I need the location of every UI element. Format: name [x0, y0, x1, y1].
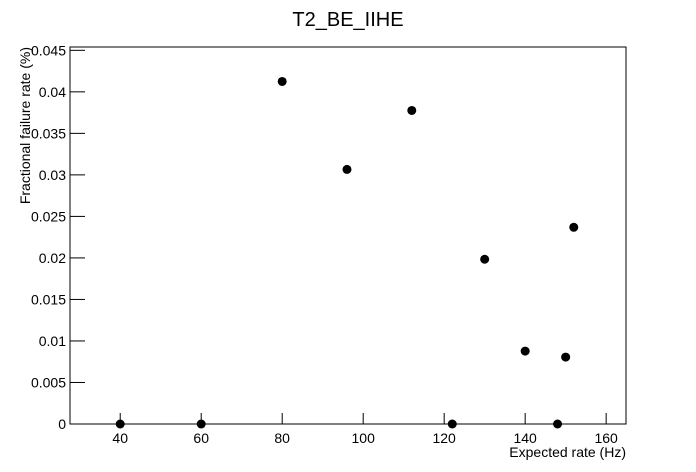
point [447, 419, 457, 429]
x-tick-label: 60 [193, 430, 209, 446]
point [480, 254, 490, 264]
y-axis-label: Fractional failure rate (%) [17, 47, 33, 204]
point [115, 419, 125, 429]
point [196, 419, 206, 429]
point [561, 352, 571, 362]
chart-title: T2_BE_IIHE [292, 9, 403, 31]
x-tick-label: 40 [112, 430, 128, 446]
y-tick-label: 0 [58, 416, 66, 432]
point [407, 105, 417, 115]
y-tick-label: 0.02 [39, 250, 66, 266]
y-tick-label: 0.045 [31, 42, 66, 58]
point [520, 346, 530, 356]
y-tick-label: 0.025 [31, 208, 66, 224]
y-tick-label: 0.03 [39, 167, 66, 183]
y-tick-label: 0.015 [31, 291, 66, 307]
x-tick-label: 80 [274, 430, 290, 446]
point [342, 164, 352, 174]
point [277, 76, 287, 86]
x-tick-label: 140 [513, 430, 537, 446]
x-tick-label: 160 [594, 430, 618, 446]
x-tick-label: 100 [352, 430, 376, 446]
y-tick-label: 0.01 [39, 333, 66, 349]
plot-frame [69, 46, 627, 425]
y-tick-label: 0.035 [31, 125, 66, 141]
x-tick-label: 120 [432, 430, 456, 446]
x-axis-label: Expected rate (Hz) [509, 444, 626, 460]
point [569, 222, 579, 232]
point [553, 419, 563, 429]
y-tick-label: 0.005 [31, 374, 66, 390]
y-tick-label: 0.04 [39, 84, 66, 100]
